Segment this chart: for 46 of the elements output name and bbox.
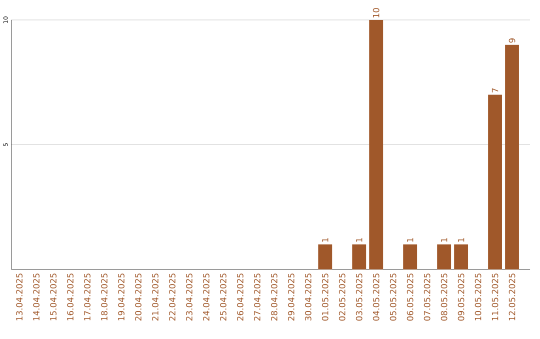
x-tick-label: 30.04.2025 bbox=[304, 274, 312, 320]
x-tick-label: 03.05.2025 bbox=[356, 274, 362, 321]
data-label: 9 bbox=[508, 38, 516, 43]
x-tick-label: 19.04.2025 bbox=[118, 274, 124, 320]
data-label: 1 bbox=[440, 238, 448, 242]
x-tick-label: 01.05.2025 bbox=[322, 274, 328, 321]
data-label: 1 bbox=[356, 238, 362, 242]
x-tick-label: 09.05.2025 bbox=[458, 274, 464, 321]
x-tick-label: 14.04.2025 bbox=[33, 274, 40, 320]
x-tick-label: 15.04.2025 bbox=[50, 274, 56, 320]
data-label: 1 bbox=[322, 238, 328, 242]
x-tick-label: 28.04.2025 bbox=[270, 274, 278, 321]
data-label: 1 bbox=[458, 238, 464, 242]
x-tick-label: 27.04.2025 bbox=[254, 274, 260, 321]
x-tick-label: 02.05.2025 bbox=[338, 274, 346, 321]
x-tick-label: 20.04.2025 bbox=[135, 274, 142, 321]
x-tick-label: 10.05.2025 bbox=[474, 274, 482, 320]
x-tick-label: 11.05.2025 bbox=[492, 274, 498, 320]
bar bbox=[488, 94, 502, 270]
x-tick-label: 22.04.2025 bbox=[169, 274, 176, 321]
x-tick-label: 29.04.2025 bbox=[288, 274, 294, 321]
bar bbox=[437, 244, 452, 270]
x-tick-label: 16.04.2025 bbox=[67, 274, 74, 320]
data-label: 10 bbox=[372, 8, 380, 18]
x-tick-label: 24.04.2025 bbox=[203, 274, 210, 321]
x-tick-label: 25.04.2025 bbox=[220, 274, 226, 321]
x-tick-label: 06.05.2025 bbox=[406, 274, 414, 321]
data-label: 1 bbox=[407, 238, 414, 242]
x-tick-label: 17.04.2025 bbox=[84, 274, 90, 320]
x-tick-label: 23.04.2025 bbox=[186, 274, 192, 321]
bar bbox=[369, 20, 384, 270]
x-tick-label: 04.05.2025 bbox=[372, 274, 380, 321]
x-tick-label: 08.05.2025 bbox=[440, 274, 448, 321]
bar bbox=[454, 244, 468, 270]
x-tick-label: 12.05.2025 bbox=[508, 274, 516, 320]
x-tick-label: 13.04.2025 bbox=[16, 274, 23, 320]
x-tick-label: 26.04.2025 bbox=[236, 274, 244, 321]
bar bbox=[505, 44, 519, 270]
x-tick-label: 21.04.2025 bbox=[152, 274, 158, 321]
bar bbox=[318, 244, 332, 270]
bar bbox=[403, 244, 418, 270]
bar bbox=[352, 244, 366, 270]
x-tick-label: 05.05.2025 bbox=[390, 274, 396, 321]
data-label: 7 bbox=[492, 88, 498, 92]
x-tick-label: 07.05.2025 bbox=[424, 274, 430, 321]
x-tick-label: 18.04.2025 bbox=[101, 274, 108, 320]
